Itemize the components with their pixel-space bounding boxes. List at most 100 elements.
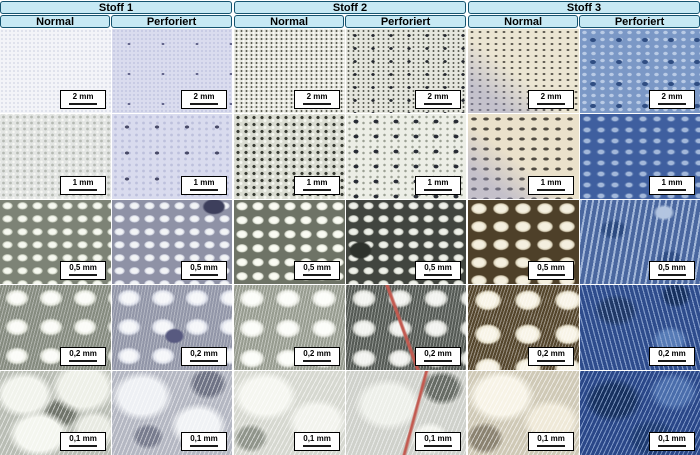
scale-label: 0,1 mm	[415, 432, 461, 451]
scale-label: 0,5 mm	[60, 261, 107, 281]
scale-text: 0,2 mm	[658, 348, 686, 358]
scale-text: 0,1 mm	[537, 434, 565, 443]
micrograph-stoff3-perforiert-2mm: 2 mm	[580, 29, 700, 114]
scale-bar-line	[303, 188, 332, 191]
micrograph-stoff3-perforiert-0-1mm: 0,1 mm	[580, 370, 700, 455]
micrograph-stoff1-perforiert-0-2mm: 0,2 mm	[112, 285, 232, 370]
scale-text: 0,1 mm	[303, 434, 331, 443]
scale-bar-line	[190, 274, 218, 277]
scale-bar-line	[424, 445, 452, 447]
panel-stoff1: Stoff 1 Normal Perforiert 2 mm 2 mm 1 mm…	[0, 0, 232, 455]
micrograph-stoff1-normal-0-5mm: 0,5 mm	[0, 199, 112, 285]
scale-bar-line	[190, 103, 218, 106]
scale-bar-line	[303, 359, 332, 362]
micrograph-stoff3-normal-0-1mm: 0,1 mm	[468, 370, 580, 455]
scale-label: 2 mm	[415, 90, 461, 110]
scale-text: 0,2 mm	[424, 348, 452, 358]
scale-label: 0,1 mm	[60, 432, 107, 451]
scale-bar-line	[424, 274, 452, 277]
scale-bar-line	[303, 274, 332, 277]
micrograph-stoff3-perforiert-1mm: 1 mm	[580, 114, 700, 199]
group-title: Stoff 1	[0, 1, 232, 14]
scale-text: 2 mm	[540, 92, 562, 102]
scale-text: 0,1 mm	[190, 434, 218, 443]
scale-label: 0,2 mm	[294, 346, 341, 366]
scale-bar-line	[658, 188, 686, 191]
scale-label: 0,1 mm	[528, 432, 575, 451]
scale-label: 0,1 mm	[294, 432, 341, 451]
scale-text: 2 mm	[661, 92, 683, 102]
column-header-normal: Normal	[468, 15, 579, 28]
scale-label: 2 mm	[649, 90, 695, 110]
scale-text: 0,1 mm	[658, 434, 686, 443]
scale-text: 0,2 mm	[190, 348, 218, 358]
group-header-stoff2: Stoff 2 Normal Perforiert	[234, 0, 466, 29]
scale-label: 0,1 mm	[649, 432, 695, 451]
micrograph-grid-stoff2: 2 mm 2 mm 1 mm 1 mm 0,5 mm 0,5 mm 0,2 mm…	[234, 29, 466, 455]
scale-label: 1 mm	[415, 175, 461, 195]
scale-bar-line	[303, 445, 332, 447]
panel-stoff2: Stoff 2 Normal Perforiert 2 mm 2 mm 1 mm…	[234, 0, 466, 455]
micrograph-stoff1-normal-2mm: 2 mm	[0, 29, 112, 114]
scale-label: 0,2 mm	[415, 346, 461, 366]
micrograph-grid-stoff3: 2 mm 2 mm 1 mm 1 mm 0,5 mm 0,5 mm 0,2 mm…	[468, 29, 700, 455]
scale-text: 0,5 mm	[190, 263, 218, 273]
scale-text: 0,5 mm	[69, 263, 97, 273]
scale-text: 0,2 mm	[537, 348, 565, 358]
scale-bar-line	[190, 445, 218, 447]
micrograph-stoff3-perforiert-0-2mm: 0,2 mm	[580, 285, 700, 370]
scale-text: 0,1 mm	[424, 434, 452, 443]
scale-label: 1 mm	[60, 175, 107, 195]
micrograph-stoff2-perforiert-1mm: 1 mm	[346, 114, 466, 199]
micrograph-stoff2-perforiert-0-1mm: 0,1 mm	[346, 370, 466, 455]
scale-bar-line	[658, 359, 686, 362]
scale-text: 1 mm	[72, 177, 94, 187]
group-header-stoff3: Stoff 3 Normal Perforiert	[468, 0, 700, 29]
column-header-row: Normal Perforiert	[234, 15, 466, 28]
scale-text: 0,1 mm	[69, 434, 97, 443]
scale-label: 0,2 mm	[649, 346, 695, 366]
scale-label: 2 mm	[60, 90, 107, 110]
scale-label: 0,2 mm	[60, 346, 107, 366]
scale-bar-line	[537, 359, 566, 362]
scale-label: 0,5 mm	[649, 261, 695, 281]
column-header-perforiert: Perforiert	[111, 15, 232, 28]
scale-label: 1 mm	[181, 175, 227, 195]
group-title: Stoff 2	[234, 1, 466, 14]
scale-label: 0,5 mm	[415, 261, 461, 281]
scale-bar-line	[658, 274, 686, 277]
micrograph-stoff3-normal-0-2mm: 0,2 mm	[468, 285, 580, 370]
scale-label: 2 mm	[294, 90, 341, 110]
scale-bar-line	[69, 359, 98, 362]
micrograph-stoff3-perforiert-0-5mm: 0,5 mm	[580, 199, 700, 285]
scale-label: 1 mm	[528, 175, 575, 195]
micrograph-stoff2-normal-0-1mm: 0,1 mm	[234, 370, 346, 455]
column-header-normal: Normal	[234, 15, 345, 28]
micrograph-stoff3-normal-0-5mm: 0,5 mm	[468, 199, 580, 285]
scale-bar-line	[658, 103, 686, 106]
micrograph-stoff2-perforiert-2mm: 2 mm	[346, 29, 466, 114]
scale-bar-line	[537, 103, 566, 106]
micrograph-stoff3-normal-2mm: 2 mm	[468, 29, 580, 114]
micrograph-stoff2-perforiert-0-5mm: 0,5 mm	[346, 199, 466, 285]
scale-bar-line	[537, 274, 566, 277]
panel-stoff3: Stoff 3 Normal Perforiert 2 mm 2 mm 1 mm…	[468, 0, 700, 455]
scale-label: 0,2 mm	[528, 346, 575, 366]
scale-text: 2 mm	[306, 92, 328, 102]
scale-text: 0,2 mm	[303, 348, 331, 358]
scale-bar-line	[424, 359, 452, 362]
scale-text: 1 mm	[661, 177, 683, 187]
scale-text: 1 mm	[540, 177, 562, 187]
micrograph-stoff1-normal-0-1mm: 0,1 mm	[0, 370, 112, 455]
scale-text: 0,5 mm	[537, 263, 565, 273]
scale-bar-line	[69, 103, 98, 106]
micrograph-stoff1-perforiert-2mm: 2 mm	[112, 29, 232, 114]
scale-label: 1 mm	[649, 175, 695, 195]
micrograph-stoff1-perforiert-1mm: 1 mm	[112, 114, 232, 199]
scale-text: 2 mm	[193, 92, 215, 102]
micrograph-stoff2-normal-0-5mm: 0,5 mm	[234, 199, 346, 285]
scale-bar-line	[424, 188, 452, 191]
scale-bar-line	[424, 103, 452, 106]
scale-bar-line	[190, 188, 218, 191]
micrograph-stoff2-normal-0-2mm: 0,2 mm	[234, 285, 346, 370]
